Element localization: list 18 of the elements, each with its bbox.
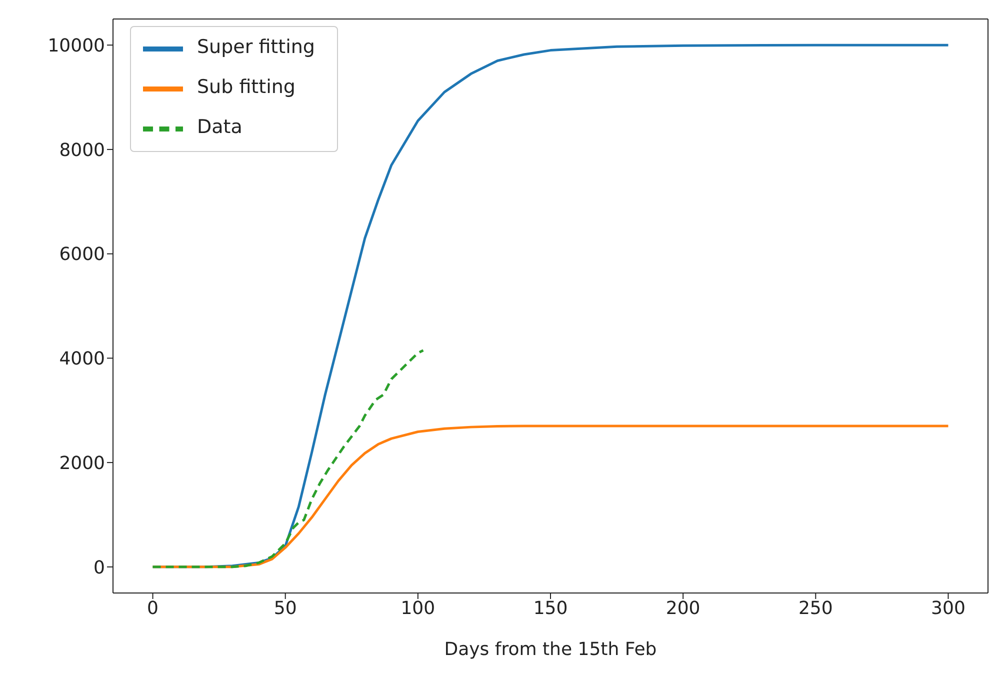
y-tick-label: 2000	[59, 452, 105, 474]
legend-label: Sub fitting	[197, 76, 296, 98]
y-tick-label: 4000	[59, 348, 105, 370]
x-tick-label: 100	[400, 598, 436, 619]
x-tick-label: 50	[274, 598, 297, 619]
y-tick-label: 8000	[59, 140, 105, 161]
legend-label: Data	[197, 116, 242, 138]
legend-label: Super fitting	[197, 36, 315, 58]
x-tick-label: 0	[147, 598, 158, 619]
x-tick-label: 200	[666, 598, 700, 619]
line-series	[152, 349, 424, 568]
y-tick-label: 6000	[59, 244, 105, 266]
y-tick-label: 10000	[48, 35, 105, 56]
x-axis-title: Days from the 15th Feb	[444, 639, 657, 660]
x-tick-label: 300	[931, 598, 966, 619]
x-tick-label: 250	[798, 598, 833, 619]
x-tick-label: 150	[533, 598, 568, 619]
y-tick-label: 0	[94, 557, 105, 578]
